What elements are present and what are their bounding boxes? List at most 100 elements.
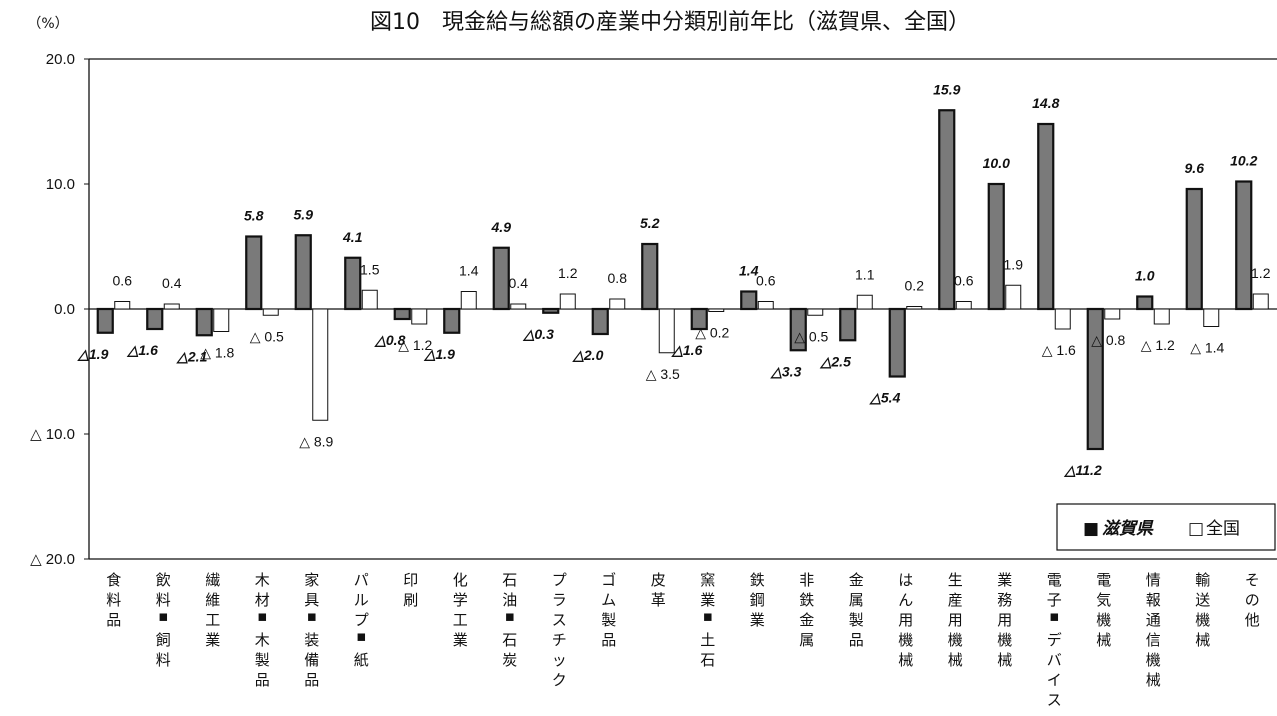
data-label-zenkoku: 0.4	[509, 275, 529, 291]
category-label-char: 属	[849, 591, 864, 609]
data-label-zenkoku: 0.6	[954, 273, 974, 289]
bar-zenkoku	[163, 303, 180, 310]
bar-shiga	[740, 290, 758, 311]
legend-marker-shiga: ■	[1083, 519, 1099, 539]
category-label-char: 化	[453, 571, 468, 589]
data-label-shiga: 5.9	[294, 206, 314, 222]
data-label-shiga: 10.2	[1230, 153, 1257, 169]
unit-label: （%）	[27, 16, 68, 32]
category-label-char: ス	[552, 611, 567, 629]
y-tick-label: △ 10.0	[30, 426, 75, 443]
data-label-shiga: △1.6	[127, 342, 158, 358]
category-label-char: 料	[156, 651, 171, 669]
category-label-char: 金	[799, 611, 814, 629]
category-label-char: 品	[106, 611, 121, 629]
category-label-char: 械	[1146, 671, 1161, 689]
data-label-shiga: △0.8	[374, 332, 405, 348]
category-label-char: ▪	[703, 607, 713, 625]
data-label-zenkoku: △ 1.2	[398, 337, 432, 353]
data-label-zenkoku: 1.2	[1251, 265, 1271, 281]
category-label-char: 学	[453, 591, 468, 609]
data-label-shiga: △2.1	[176, 348, 207, 364]
category-label-char: 機	[898, 631, 913, 649]
data-label-shiga: 9.6	[1185, 160, 1205, 176]
bar-zenkoku	[906, 306, 923, 310]
category-label-char: チ	[552, 631, 567, 649]
category-label-char: 品	[255, 671, 270, 689]
bar-shiga	[492, 246, 510, 311]
bar-shiga	[1136, 295, 1154, 311]
legend-label-shiga: 滋賀県	[1102, 519, 1154, 539]
bar-zenkoku	[213, 308, 230, 332]
bar-zenkoku	[510, 303, 527, 310]
category-label-char: 通	[1146, 611, 1161, 629]
category-label-char: 紙	[354, 651, 369, 669]
category-label-char: 材	[255, 591, 270, 609]
data-label-shiga: 5.2	[640, 215, 660, 231]
bar-shiga	[96, 307, 114, 334]
category-label-char: プ	[552, 571, 567, 589]
legend-box	[1056, 503, 1276, 551]
category-label-char: 飼	[156, 631, 171, 649]
category-label-char: ム	[601, 591, 616, 609]
data-label-shiga: △2.0	[572, 347, 603, 363]
category-label-char: ▪	[257, 607, 267, 625]
category-label-char: ▪	[356, 627, 366, 645]
category-label-char: 務	[997, 591, 1012, 609]
data-label-zenkoku: 1.2	[558, 265, 578, 281]
data-label-zenkoku: △ 3.5	[646, 366, 680, 382]
category-label-char: 製	[849, 611, 864, 629]
data-label-zenkoku: 1.9	[1004, 256, 1024, 272]
bar-zenkoku	[1005, 284, 1022, 310]
data-label-zenkoku: △ 0.5	[250, 328, 284, 344]
bar-zenkoku	[807, 308, 824, 316]
category-label-char: 鉄	[799, 591, 814, 609]
data-label-shiga: △1.6	[671, 342, 702, 358]
category-label-char: 信	[1146, 631, 1161, 649]
data-label-zenkoku: 0.8	[608, 270, 628, 286]
data-label-zenkoku: △ 0.8	[1091, 332, 1125, 348]
bar-shiga	[294, 234, 312, 311]
data-label-zenkoku: △ 1.4	[1190, 340, 1224, 356]
category-label-char: 用	[898, 611, 913, 629]
category-label-char: 気	[1096, 591, 1111, 609]
y-tick-label: 20.0	[46, 51, 75, 68]
category-label-char: 電	[1096, 571, 1111, 589]
category-label-char: 用	[997, 611, 1012, 629]
category-label-char: 輸	[1195, 571, 1210, 589]
category-label-char: 産	[948, 591, 963, 609]
category-label-char: パ	[354, 571, 369, 589]
bar-zenkoku	[312, 308, 329, 421]
category-label-char: 非	[799, 571, 814, 589]
category-label-char: 繊	[205, 571, 220, 589]
category-label-char: 石	[502, 571, 517, 589]
category-label-char: 木	[255, 571, 270, 589]
legend: ■ 滋賀県 □ 全国	[1056, 503, 1276, 551]
category-label-char: ん	[898, 591, 913, 609]
data-label-zenkoku: 1.4	[459, 263, 479, 279]
bar-zenkoku	[609, 298, 626, 310]
category-label-char: 生	[948, 571, 963, 589]
category-label-char: ▪	[1049, 607, 1059, 625]
category-label-char: 械	[1096, 631, 1111, 649]
category-label-char: 印	[403, 571, 418, 589]
bar-zenkoku	[658, 308, 675, 354]
category-label-char: 機	[1146, 651, 1161, 669]
data-label-shiga: 14.8	[1032, 95, 1059, 111]
data-label-zenkoku: 0.6	[113, 273, 133, 289]
bar-zenkoku	[460, 291, 477, 310]
bar-zenkoku	[1054, 308, 1071, 330]
category-label-char: 刷	[403, 591, 418, 609]
category-label-char: 鋼	[750, 591, 765, 609]
bar-shiga	[1185, 187, 1203, 311]
data-label-shiga: △3.3	[770, 363, 801, 379]
data-label-zenkoku: 0.4	[162, 275, 182, 291]
category-label-char: 装	[304, 631, 319, 649]
bar-shiga	[146, 307, 164, 331]
category-label-char: デ	[1047, 631, 1062, 649]
category-label-char: 金	[849, 571, 864, 589]
axes: 20.0 10.0 0.0 △ 10.0 △ 20.0	[30, 51, 1277, 568]
category-label-char: 鉄	[750, 571, 765, 589]
chart-title: 図10 現金給与総額の産業中分類別前年比（滋賀県、全国）	[370, 10, 970, 35]
